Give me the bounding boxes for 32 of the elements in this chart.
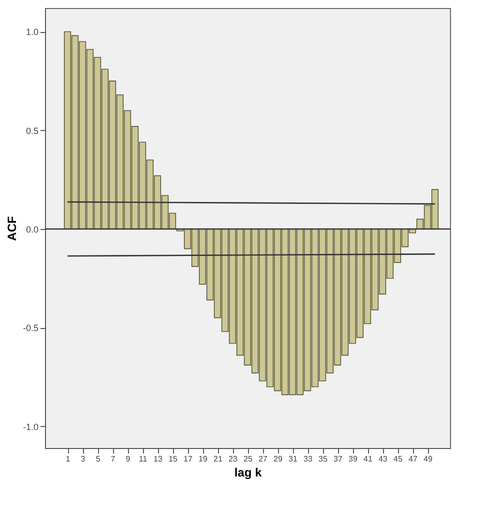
x-tick-label: 19	[198, 454, 208, 464]
x-tick-label: 27	[258, 454, 268, 464]
x-tick-label: 43	[378, 454, 388, 464]
x-tick-label: 1	[66, 454, 71, 464]
y-tick-label: 0.0	[26, 224, 38, 234]
x-tick-label: 5	[96, 454, 101, 464]
y-tick-label: 1.0	[26, 27, 38, 38]
x-axis-title: lag k	[234, 466, 262, 480]
y-tick-label: -1.0	[22, 422, 38, 432]
x-tick-label: 29	[274, 454, 283, 464]
x-tick-label: 45	[394, 454, 403, 464]
x-tick-label: 3	[80, 454, 86, 464]
x-tick-label: 7	[110, 454, 116, 464]
y-tick-label: -0.5	[22, 323, 38, 334]
x-tick-label: 33	[304, 454, 313, 464]
x-tick-label: 49	[424, 454, 433, 464]
x-tick-label: 21	[214, 454, 223, 464]
x-tick-label: 11	[138, 454, 148, 464]
x-tick-label: 41	[364, 454, 373, 464]
x-tick-label: 35	[318, 454, 328, 464]
x-tick-label: 31	[288, 454, 298, 464]
x-tick-label: 13	[154, 454, 163, 464]
x-tick-label: 47	[408, 454, 418, 464]
x-tick-label: 15	[168, 454, 178, 464]
x-tick-label: 25	[244, 454, 253, 464]
x-tick-label: 9	[126, 454, 131, 464]
x-tick-label: 37	[334, 454, 343, 464]
x-tick-label: 23	[228, 454, 238, 464]
x-tick-label: 17	[184, 454, 193, 464]
y-tick-label: 0.5	[26, 126, 38, 136]
x-tick-label: 39	[348, 454, 358, 464]
y-axis-title: ACF	[4, 216, 19, 241]
